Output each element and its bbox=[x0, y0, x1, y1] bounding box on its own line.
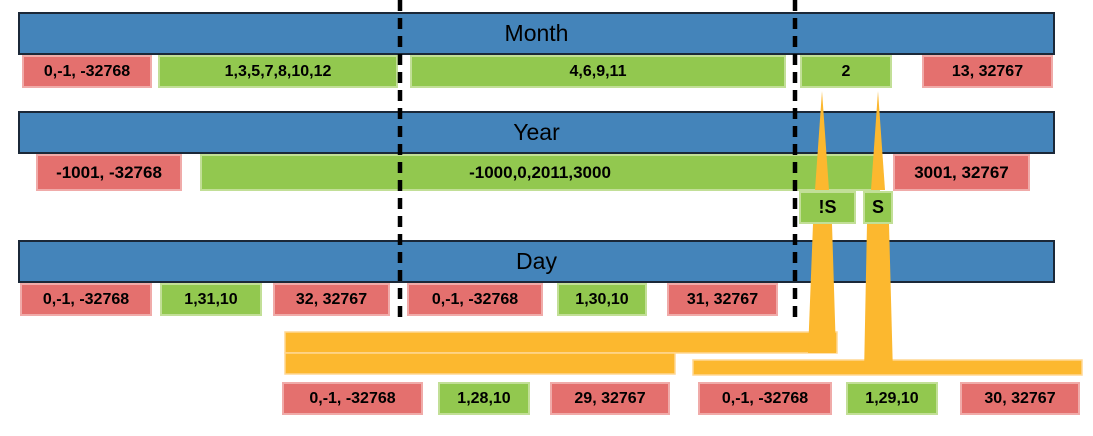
nonleap-feb-connector-bar-upper bbox=[284, 331, 838, 354]
month-bar-label: Month bbox=[504, 20, 569, 46]
day30-partition-valid: 1,30,10 bbox=[557, 283, 647, 316]
day31-partition-invalid-high: 32, 32767 bbox=[273, 283, 390, 316]
day-bar-label: Day bbox=[516, 248, 557, 274]
month-partition-30day-months: 4,6,9,11 bbox=[410, 55, 786, 88]
day-bar: Day bbox=[18, 240, 1055, 283]
leap-year-box: S bbox=[863, 191, 893, 224]
year-partition-valid: -1000,0,2011,3000 bbox=[200, 154, 880, 191]
year-bar-label: Year bbox=[513, 119, 560, 145]
day31-partition-valid: 1,31,10 bbox=[160, 283, 262, 316]
day31-partition-invalid-low: 0,-1, -32768 bbox=[20, 283, 152, 316]
month-partition-invalid-low: 0,-1, -32768 bbox=[22, 55, 152, 88]
feb-nonleap-partition-invalid-low: 0,-1, -32768 bbox=[282, 382, 423, 415]
year-partition-invalid-high: 3001, 32767 bbox=[893, 154, 1030, 191]
month-bar: Month bbox=[18, 12, 1055, 55]
feb-nonleap-partition-valid: 1,28,10 bbox=[438, 382, 530, 415]
not-leap-year-box: !S bbox=[799, 191, 856, 224]
feb-nonleap-partition-invalid-high: 29, 32767 bbox=[550, 382, 670, 415]
month-partition-31day-months: 1,3,5,7,8,10,12 bbox=[158, 55, 398, 88]
year-partition-invalid-low: -1001, -32768 bbox=[36, 154, 182, 191]
month-partition-february: 2 bbox=[800, 55, 892, 88]
leap-feb-connector-bar bbox=[692, 359, 1083, 376]
feb-leap-partition-invalid-low: 0,-1, -32768 bbox=[698, 382, 832, 415]
feb-leap-partition-invalid-high: 30, 32767 bbox=[960, 382, 1080, 415]
feb-leap-partition-valid: 1,29,10 bbox=[846, 382, 938, 415]
day30-partition-invalid-low: 0,-1, -32768 bbox=[407, 283, 543, 316]
day30-partition-invalid-high: 31, 32767 bbox=[667, 283, 778, 316]
year-bar: Year bbox=[18, 111, 1055, 154]
month-partition-invalid-high: 13, 32767 bbox=[922, 55, 1053, 88]
nonleap-feb-connector-bar-lower bbox=[284, 352, 676, 375]
